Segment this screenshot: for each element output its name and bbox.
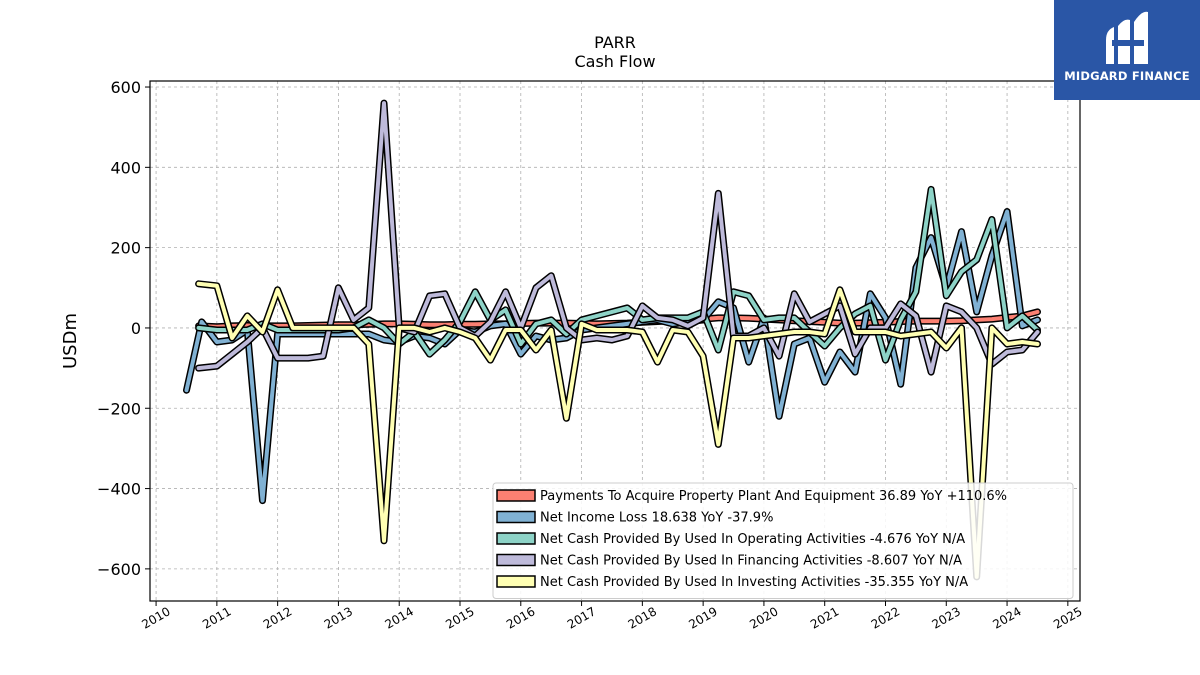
y-axis-ticks: −600 −400 −200 0 200 400 600 bbox=[97, 78, 150, 579]
y-tick-label: 600 bbox=[110, 78, 141, 97]
x-tick-label: 2019 bbox=[686, 604, 719, 631]
x-tick-label: 2017 bbox=[565, 604, 598, 631]
y-tick-label: 0 bbox=[131, 319, 141, 338]
y-axis-label: USDm bbox=[60, 313, 81, 369]
x-tick-label: 2013 bbox=[322, 604, 355, 631]
x-axis-ticks: 2010 2011 2012 2013 2014 2015 2016 2017 2018 2019… bbox=[139, 601, 1085, 632]
chart-subtitle: Cash Flow bbox=[574, 52, 655, 71]
x-tick-label: 2023 bbox=[930, 604, 963, 631]
legend-swatch bbox=[496, 489, 536, 502]
legend-box bbox=[492, 482, 1074, 599]
x-tick-label: 2016 bbox=[504, 604, 537, 631]
x-tick-label: 2020 bbox=[747, 604, 780, 631]
x-tick-label: 2022 bbox=[869, 604, 902, 631]
x-tick-label: 2010 bbox=[139, 604, 172, 631]
legend-swatch bbox=[496, 553, 536, 567]
legend-swatch bbox=[496, 575, 536, 588]
legend-label: Payments To Acquire Property Plant And E… bbox=[540, 489, 1007, 504]
series-line-4 bbox=[196, 281, 1040, 579]
y-tick-label: 200 bbox=[110, 239, 141, 258]
legend-swatch bbox=[496, 510, 536, 524]
legend-label: Net Cash Provided By Used In Financing A… bbox=[540, 554, 962, 569]
legend-label: Net Income Loss 18.638 YoY -37.9% bbox=[540, 511, 773, 526]
chart-title: PARR bbox=[594, 33, 636, 52]
x-tick-label: 2012 bbox=[261, 604, 294, 631]
series-lines bbox=[183, 99, 1041, 581]
x-tick-label: 2018 bbox=[626, 604, 659, 631]
y-tick-label: −200 bbox=[97, 399, 141, 418]
legend-swatch bbox=[496, 532, 536, 545]
y-tick-label: −400 bbox=[97, 480, 141, 499]
x-tick-label: 2015 bbox=[443, 604, 476, 631]
x-tick-label: 2011 bbox=[200, 604, 233, 631]
legend-label: Net Cash Provided By Used In Investing A… bbox=[540, 575, 968, 590]
y-tick-label: −600 bbox=[97, 560, 141, 579]
x-tick-label: 2025 bbox=[1051, 604, 1084, 631]
x-tick-label: 2014 bbox=[382, 604, 415, 631]
brand-logo: MIDGARD FINANCE bbox=[1054, 0, 1200, 100]
legend: Payments To Acquire Property Plant And E… bbox=[492, 482, 1074, 599]
x-tick-label: 2021 bbox=[808, 604, 841, 631]
brand-name: MIDGARD FINANCE bbox=[1064, 69, 1190, 83]
x-tick-label: 2024 bbox=[990, 604, 1023, 631]
midgard-logo-icon bbox=[1106, 11, 1148, 65]
y-tick-label: 400 bbox=[110, 158, 141, 177]
plot-frame bbox=[149, 80, 1081, 602]
legend-label: Net Cash Provided By Used In Operating A… bbox=[540, 532, 965, 547]
series-line-3 bbox=[196, 101, 1040, 375]
